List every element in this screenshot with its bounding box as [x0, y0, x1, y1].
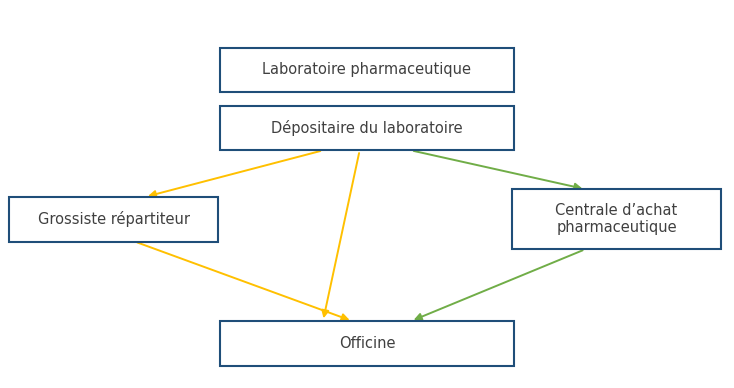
Text: Officine: Officine — [339, 336, 395, 351]
Text: Centrale d’achat
pharmaceutique: Centrale d’achat pharmaceutique — [556, 203, 677, 236]
FancyArrowPatch shape — [322, 153, 359, 316]
FancyBboxPatch shape — [512, 189, 721, 249]
FancyBboxPatch shape — [220, 48, 514, 92]
FancyArrowPatch shape — [137, 242, 348, 320]
FancyArrowPatch shape — [415, 250, 583, 320]
FancyBboxPatch shape — [10, 197, 219, 241]
FancyBboxPatch shape — [220, 321, 514, 365]
FancyArrowPatch shape — [150, 151, 320, 197]
Text: Grossiste répartiteur: Grossiste répartiteur — [37, 211, 190, 227]
FancyArrowPatch shape — [414, 151, 581, 190]
Text: Dépositaire du laboratoire: Dépositaire du laboratoire — [271, 120, 463, 136]
FancyBboxPatch shape — [220, 106, 514, 150]
Text: Laboratoire pharmaceutique: Laboratoire pharmaceutique — [263, 62, 471, 77]
